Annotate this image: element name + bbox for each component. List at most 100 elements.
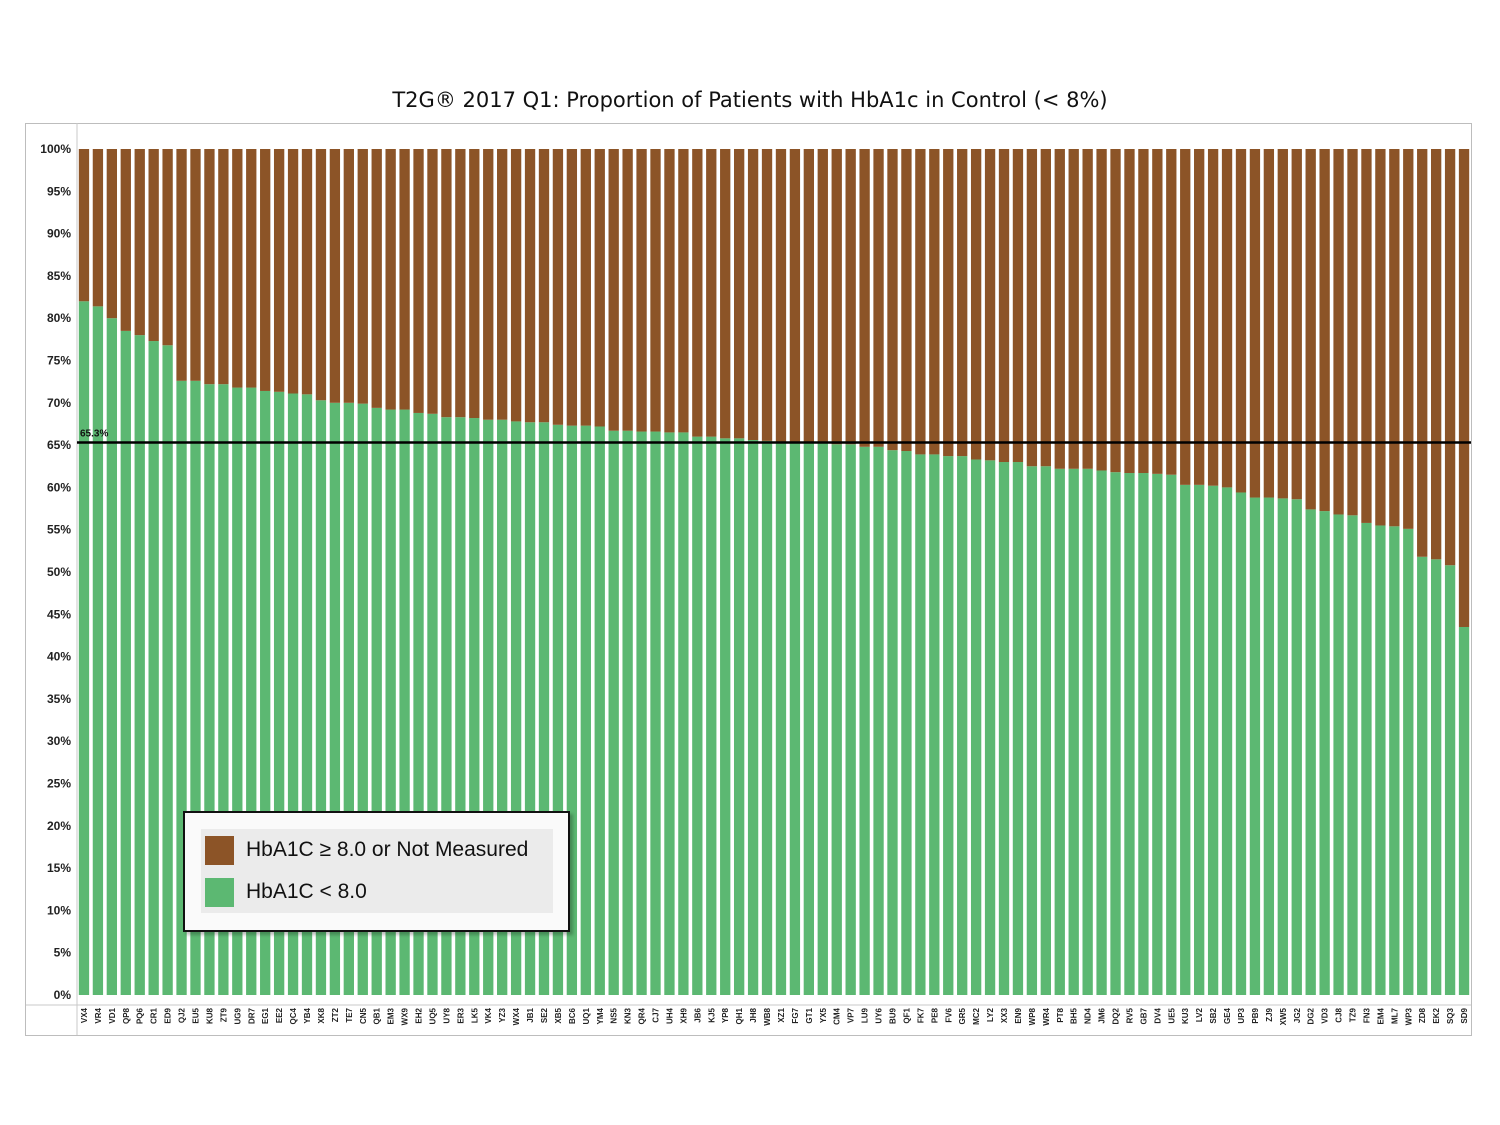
bar-hba1c-above-8 (78, 149, 90, 302)
bar-hba1c-below-8 (385, 409, 396, 995)
bar-hba1c-above-8 (775, 149, 787, 443)
bar-hba1c-above-8 (1389, 149, 1400, 527)
bar-hba1c-above-8 (998, 149, 1010, 463)
bar-hba1c-above-8 (1458, 149, 1470, 627)
bar-hba1c-below-8 (608, 430, 619, 995)
bar-hba1c-above-8 (552, 149, 564, 425)
x-tick-label: VK4 (484, 1007, 493, 1023)
x-tick-label: VD3 (1321, 1007, 1330, 1023)
bar-hba1c-above-8 (204, 149, 215, 385)
bar-hba1c-below-8 (469, 418, 480, 995)
bar-hba1c-below-8 (497, 419, 508, 996)
bar-hba1c-below-8 (106, 318, 118, 995)
bar-hba1c-above-8 (1361, 149, 1372, 523)
bar-hba1c-above-8 (399, 149, 410, 410)
bar-hba1c-above-8 (1263, 149, 1275, 498)
x-tick-label: JB1 (526, 1007, 535, 1022)
bar-hba1c-below-8 (998, 462, 1010, 995)
x-tick-label: CR1 (150, 1007, 159, 1024)
bar-hba1c-above-8 (915, 149, 926, 455)
legend-item-below-8: HbA1C < 8.0 (205, 877, 367, 907)
bar-hba1c-below-8 (761, 440, 773, 995)
bar-hba1c-below-8 (538, 422, 550, 995)
bar-hba1c-below-8 (357, 403, 368, 995)
x-tick-label: UE5 (1167, 1007, 1176, 1023)
x-tick-label: RV5 (1125, 1007, 1134, 1023)
bar-hba1c-above-8 (455, 149, 466, 418)
bar-hba1c-below-8 (566, 425, 578, 996)
x-tick-label: KU8 (205, 1007, 214, 1024)
bar-hba1c-above-8 (1375, 149, 1386, 526)
bar-hba1c-above-8 (469, 149, 480, 419)
bar-hba1c-above-8 (413, 149, 424, 413)
bar-hba1c-above-8 (1026, 149, 1038, 467)
bar-hba1c-above-8 (859, 149, 870, 447)
bar-hba1c-below-8 (218, 384, 229, 995)
bar-hba1c-below-8 (1221, 487, 1233, 995)
chart-frame (25, 123, 1472, 1036)
legend: HbA1C ≥ 8.0 or Not Measured HbA1C < 8.0 (183, 811, 570, 932)
x-tick-label: PE8 (930, 1007, 939, 1023)
bar-hba1c-below-8 (1375, 525, 1386, 995)
bar-hba1c-above-8 (1305, 149, 1316, 510)
x-tick-label: JG2 (1293, 1007, 1302, 1023)
bar-hba1c-above-8 (761, 149, 773, 441)
bar-hba1c-below-8 (845, 444, 856, 995)
bar-hba1c-below-8 (1347, 515, 1358, 995)
x-tick-label: LV2 (1195, 1007, 1204, 1022)
y-tick-label: 95% (47, 184, 71, 198)
bar-hba1c-below-8 (1138, 473, 1149, 995)
bar-hba1c-above-8 (566, 149, 578, 426)
bar-hba1c-above-8 (1124, 149, 1135, 474)
bar-hba1c-below-8 (817, 443, 828, 996)
x-tick-label: VD1 (108, 1007, 117, 1023)
y-tick-label: 65% (47, 438, 71, 452)
bar-hba1c-above-8 (650, 149, 661, 432)
bar-hba1c-below-8 (483, 419, 494, 996)
bar-hba1c-below-8 (371, 407, 382, 996)
legend-label-below-8: HbA1C < 8.0 (246, 880, 367, 903)
bar-hba1c-below-8 (775, 442, 787, 995)
bar-hba1c-above-8 (92, 149, 104, 307)
x-tick-label: GR5 (958, 1007, 967, 1024)
bar-hba1c-below-8 (1305, 509, 1316, 995)
x-tick-label: XZ1 (777, 1007, 786, 1022)
bar-hba1c-below-8 (1082, 468, 1093, 996)
bar-hba1c-above-8 (357, 149, 368, 404)
bar-hba1c-below-8 (301, 394, 313, 996)
x-tick-label: WX9 (401, 1007, 410, 1025)
bar-hba1c-above-8 (720, 149, 731, 439)
bar-hba1c-below-8 (915, 454, 926, 995)
x-tick-label: DV4 (1153, 1007, 1162, 1023)
x-tick-label: KU3 (1181, 1007, 1190, 1024)
bar-hba1c-above-8 (371, 149, 382, 408)
bar-hba1c-below-8 (413, 412, 424, 995)
x-tick-label: CM4 (833, 1007, 842, 1024)
x-tick-label: GT1 (805, 1007, 814, 1023)
bar-hba1c-above-8 (1138, 149, 1149, 474)
bar-hba1c-above-8 (747, 149, 759, 441)
bar-hba1c-below-8 (831, 444, 842, 995)
bar-hba1c-below-8 (1333, 514, 1344, 995)
x-tick-label: LK5 (470, 1007, 479, 1023)
y-tick-label: 80% (47, 311, 71, 325)
bar-hba1c-above-8 (957, 149, 968, 457)
bar-hba1c-below-8 (873, 446, 884, 995)
bar-hba1c-above-8 (1235, 149, 1247, 493)
bar-hba1c-above-8 (427, 149, 438, 414)
x-tick-label: CJ7 (652, 1007, 661, 1022)
bar-hba1c-below-8 (343, 402, 354, 995)
y-tick-label: 75% (47, 354, 71, 368)
bar-hba1c-below-8 (1319, 511, 1330, 995)
bar-hba1c-above-8 (733, 149, 745, 439)
x-tick-label: GB7 (1139, 1007, 1148, 1024)
bar-hba1c-below-8 (232, 387, 243, 995)
x-tick-label: YM4 (596, 1007, 605, 1024)
bar-hba1c-above-8 (385, 149, 396, 410)
bar-hba1c-above-8 (1166, 149, 1177, 475)
bar-hba1c-above-8 (1180, 149, 1191, 485)
bar-hba1c-above-8 (1012, 149, 1024, 463)
x-tick-label: ZD8 (1418, 1007, 1427, 1023)
bar-hba1c-below-8 (399, 409, 410, 995)
x-tick-label: SD9 (1460, 1007, 1469, 1023)
